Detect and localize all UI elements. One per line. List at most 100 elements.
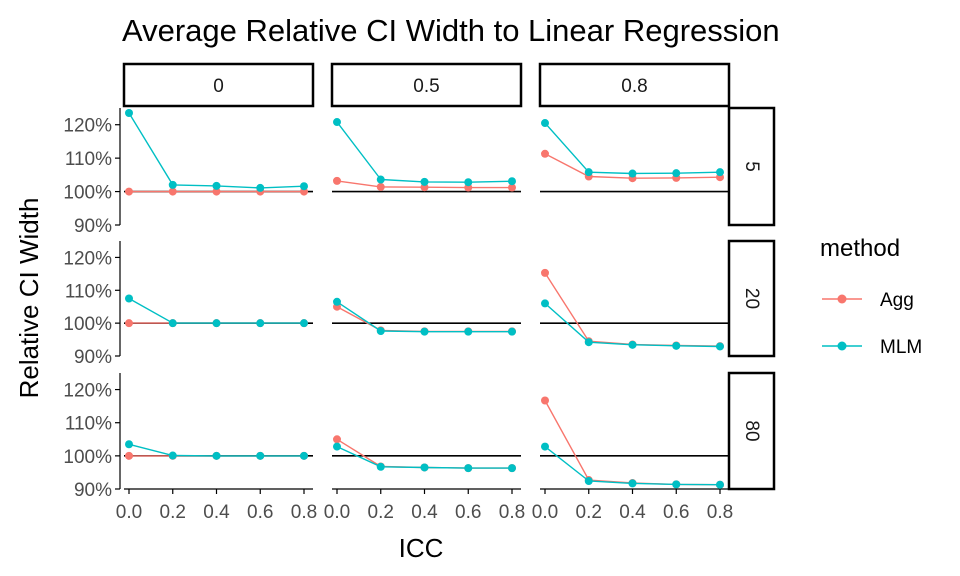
col-strip-label: 0 — [213, 76, 224, 97]
data-point-agg — [508, 183, 516, 192]
data-point-mlm — [212, 319, 221, 328]
panel-0-80 — [124, 440, 313, 460]
data-point-mlm — [508, 177, 516, 186]
data-point-mlm — [628, 479, 637, 488]
series-line-mlm — [544, 122, 721, 175]
y-tick-label: 100% — [63, 447, 112, 468]
x-tick-label: 0.6 — [663, 502, 689, 523]
panel-0-5 — [124, 109, 313, 196]
data-point-mlm — [420, 463, 429, 472]
data-point-agg — [333, 435, 341, 444]
y-tick-label: 100% — [63, 314, 112, 335]
col-strip-label: 0.5 — [413, 76, 439, 97]
data-point-agg — [125, 451, 133, 460]
col-strip — [330, 62, 523, 108]
chart-title: Average Relative CI Width to Linear Regr… — [122, 13, 780, 48]
legend-items: Agg MLM — [822, 290, 922, 358]
x-tick-label: 0.2 — [368, 502, 394, 523]
x-tick-label: 0.2 — [160, 502, 186, 523]
row-strip-label: 80 — [741, 420, 762, 441]
data-point-mlm — [464, 327, 473, 336]
data-point-mlm — [584, 168, 593, 177]
y-tick-label: 90% — [74, 347, 112, 368]
y-tick-label: 120% — [63, 248, 112, 269]
series-line-mlm — [336, 121, 513, 183]
x-tick-label: 0.6 — [247, 502, 273, 523]
y-tick-label: 110% — [65, 281, 112, 302]
data-point-mlm — [256, 451, 265, 460]
panel-0.8-20 — [540, 268, 729, 351]
data-point-mlm — [256, 183, 265, 192]
data-point-mlm — [333, 118, 341, 127]
data-point-mlm — [125, 294, 133, 303]
legend-key-point — [837, 294, 847, 304]
data-point-mlm — [300, 319, 308, 328]
data-point-mlm — [212, 451, 221, 460]
data-point-mlm — [628, 169, 637, 178]
col-strip-label: 0.8 — [621, 76, 647, 97]
y-tick-label: 100% — [63, 183, 112, 204]
data-point-mlm — [333, 297, 341, 306]
data-point-mlm — [672, 169, 681, 178]
col-strip — [538, 62, 731, 108]
x-tick-label: 0.4 — [619, 502, 646, 523]
legend-label-agg: Agg — [880, 290, 914, 311]
data-point-mlm — [300, 182, 308, 191]
data-point-agg — [125, 187, 133, 196]
series-line-mlm — [336, 301, 512, 333]
data-point-mlm — [541, 119, 549, 128]
data-point-agg — [212, 187, 221, 196]
data-point-mlm — [716, 480, 724, 489]
data-point-mlm — [125, 440, 133, 449]
data-point-mlm — [508, 464, 516, 473]
row-strip-label: 5 — [741, 161, 762, 172]
x-tick-label: 0.0 — [532, 502, 558, 523]
row-strip — [727, 239, 776, 358]
data-point-mlm — [420, 327, 429, 336]
x-tick-label: 0.4 — [411, 502, 438, 523]
panel-0-20 — [124, 294, 313, 328]
data-point-mlm — [716, 168, 724, 177]
panel-0.5-5 — [332, 118, 521, 193]
legend-label-mlm: MLM — [880, 337, 922, 358]
panel-0.8-80 — [540, 396, 729, 489]
y-tick-label: 90% — [74, 480, 112, 501]
series-line-agg — [544, 272, 721, 347]
x-tick-label: 0.0 — [116, 502, 142, 523]
data-point-mlm — [716, 342, 724, 351]
x-axis-title: ICC — [399, 533, 444, 563]
x-tick-label: 0.2 — [576, 502, 602, 523]
x-tick-label: 0.8 — [499, 502, 525, 523]
data-point-agg — [541, 149, 549, 158]
data-point-mlm — [584, 338, 593, 347]
data-point-agg — [333, 176, 341, 185]
data-point-mlm — [672, 341, 681, 350]
data-point-agg — [541, 396, 549, 405]
data-point-mlm — [125, 109, 133, 118]
data-point-mlm — [376, 175, 385, 184]
data-point-mlm — [464, 464, 473, 473]
data-point-mlm — [376, 327, 385, 336]
x-tick-label: 0.6 — [455, 502, 481, 523]
data-point-mlm — [212, 181, 221, 190]
data-point-mlm — [168, 180, 177, 189]
data-point-agg — [376, 182, 385, 191]
x-tick-label: 0.8 — [707, 502, 733, 523]
data-point-mlm — [256, 319, 265, 328]
data-point-mlm — [628, 340, 637, 349]
data-point-mlm — [541, 299, 549, 308]
data-point-mlm — [508, 327, 516, 336]
y-tick-label: 90% — [74, 216, 112, 237]
legend: method Agg MLM — [820, 235, 922, 358]
data-point-mlm — [300, 451, 308, 460]
data-point-agg — [125, 319, 133, 328]
panel-0.5-80 — [332, 435, 521, 473]
legend-title: method — [820, 235, 900, 262]
data-point-mlm — [376, 462, 385, 471]
data-point-mlm — [672, 480, 681, 489]
y-axis-title: Relative CI Width — [14, 198, 44, 399]
x-tick-label: 0.8 — [291, 502, 317, 523]
data-point-mlm — [333, 442, 341, 451]
series-line-mlm — [544, 446, 721, 486]
